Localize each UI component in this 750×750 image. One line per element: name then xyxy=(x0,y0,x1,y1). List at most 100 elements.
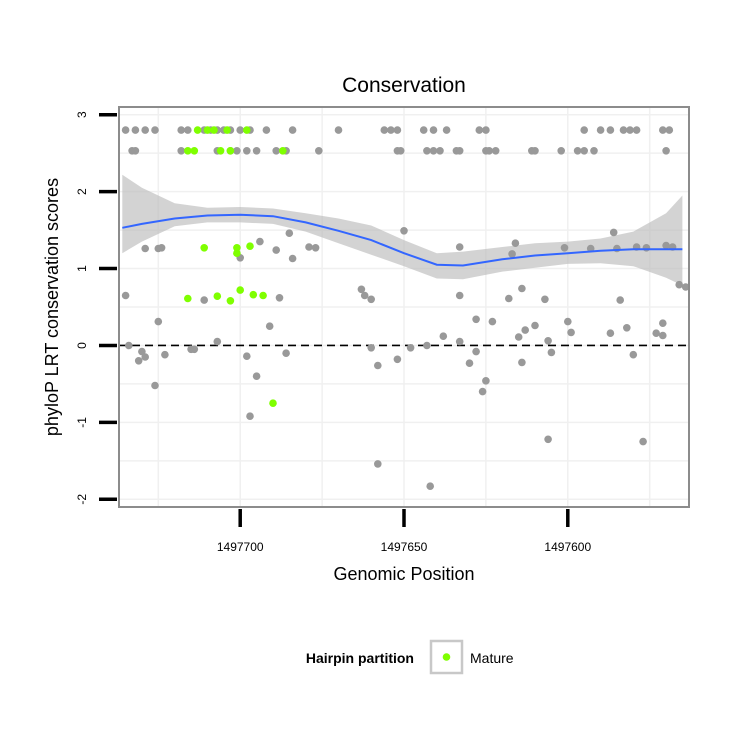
other-point xyxy=(151,126,159,134)
other-point xyxy=(531,147,539,155)
other-point xyxy=(429,147,438,155)
other-point xyxy=(252,372,261,381)
other-point xyxy=(374,361,382,370)
x-tick-label: 1497600 xyxy=(544,540,591,554)
other-point xyxy=(455,291,464,300)
other-point xyxy=(272,246,281,254)
other-point xyxy=(121,126,130,134)
other-point xyxy=(243,352,251,361)
other-point xyxy=(184,126,192,134)
other-point xyxy=(541,295,549,304)
mature-point xyxy=(210,126,218,134)
other-point xyxy=(177,147,185,155)
panel-border xyxy=(118,106,690,508)
other-point xyxy=(282,349,290,358)
mature-point xyxy=(259,291,267,300)
other-point xyxy=(134,357,143,365)
y-tick-label: 3 xyxy=(75,111,89,118)
mature-point xyxy=(269,399,277,408)
y-tick-label: 1 xyxy=(75,265,89,272)
other-point xyxy=(544,435,552,444)
mature-point xyxy=(236,286,244,294)
other-point xyxy=(131,126,140,134)
other-point xyxy=(151,381,159,390)
other-point xyxy=(521,326,529,334)
other-point xyxy=(616,296,624,304)
other-point xyxy=(236,126,244,134)
confidence-band xyxy=(122,174,683,286)
other-point xyxy=(161,350,169,359)
other-point xyxy=(131,147,140,155)
other-point xyxy=(315,147,323,155)
other-point xyxy=(478,387,487,396)
mature-point xyxy=(246,242,254,250)
other-point xyxy=(246,412,254,421)
axes: -2 -1 0 1 2 3 1497700 1497650 1497600 xyxy=(75,111,591,554)
other-point xyxy=(619,126,628,134)
other-point xyxy=(573,147,582,155)
mature-point xyxy=(226,297,235,305)
other-point xyxy=(547,348,556,357)
other-point xyxy=(442,126,451,134)
legend-title: Hairpin partition xyxy=(306,650,414,666)
other-point xyxy=(154,317,163,326)
other-point xyxy=(380,126,389,134)
mature-point xyxy=(184,294,192,303)
other-point xyxy=(665,126,674,134)
other-point xyxy=(491,147,500,155)
other-point xyxy=(623,324,631,332)
other-point xyxy=(121,291,130,300)
other-point xyxy=(374,460,382,468)
other-point xyxy=(125,341,133,350)
mature-point xyxy=(226,147,235,155)
y-tick-label: 0 xyxy=(75,342,89,349)
other-point xyxy=(514,333,523,341)
other-point xyxy=(439,332,448,341)
other-point xyxy=(518,284,526,293)
mature-point xyxy=(223,126,231,134)
mature-point xyxy=(216,147,225,155)
other-point xyxy=(367,344,376,352)
other-point xyxy=(141,244,149,253)
other-point xyxy=(393,126,402,134)
other-point xyxy=(455,337,464,346)
other-point xyxy=(252,147,261,155)
other-point xyxy=(190,345,199,354)
other-point xyxy=(141,126,149,134)
mature-point xyxy=(233,249,241,257)
other-point xyxy=(488,317,497,326)
other-point xyxy=(334,126,343,134)
legend-mature-marker xyxy=(442,653,451,661)
other-point xyxy=(157,244,166,252)
mature-point xyxy=(190,147,199,155)
other-point xyxy=(285,229,294,237)
other-point xyxy=(508,250,516,258)
other-point xyxy=(311,244,320,252)
legend: Hairpin partition Mature xyxy=(306,639,514,675)
other-point xyxy=(141,353,149,361)
x-tick-label: 1497650 xyxy=(381,540,428,554)
other-point xyxy=(423,147,431,155)
x-tick-label: 1497700 xyxy=(217,540,264,554)
other-point xyxy=(564,317,572,326)
confidence-ribbon xyxy=(122,174,683,286)
x-axis-title: Genomic Position xyxy=(333,564,474,584)
other-point xyxy=(288,254,297,263)
other-point xyxy=(213,337,222,346)
other-point xyxy=(387,126,395,134)
other-point xyxy=(544,337,552,345)
mature-point xyxy=(203,126,212,134)
other-point xyxy=(632,126,641,134)
other-point xyxy=(465,359,474,368)
other-point xyxy=(485,147,494,155)
other-point xyxy=(393,355,402,364)
other-point xyxy=(659,126,667,134)
other-point xyxy=(455,243,464,251)
other-point xyxy=(511,239,520,247)
other-point xyxy=(262,126,271,134)
other-point xyxy=(580,126,588,134)
other-point xyxy=(360,291,369,300)
other-point xyxy=(400,227,408,235)
other-point xyxy=(423,341,431,350)
other-point xyxy=(275,294,284,302)
